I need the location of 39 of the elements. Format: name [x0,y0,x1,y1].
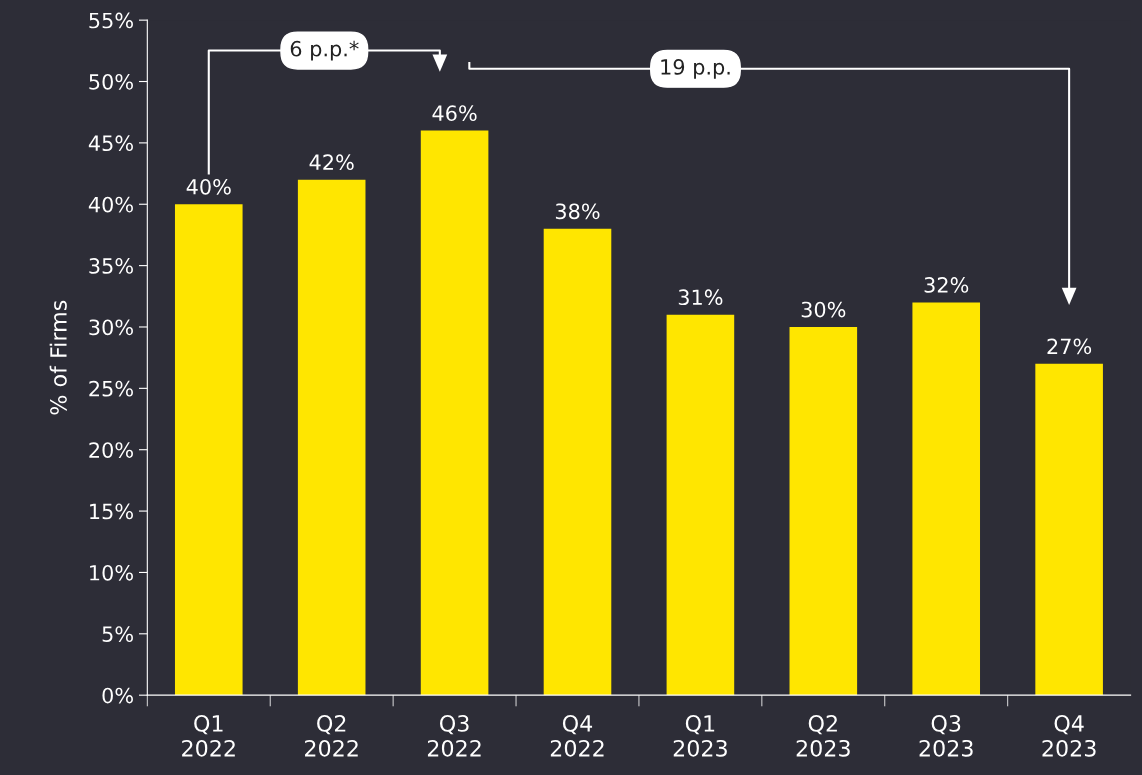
data-label: 40% [186,178,231,195]
y-tick-label: 20% [89,442,133,458]
y-tick-label: 35% [89,258,133,274]
bar [174,204,243,696]
x-tick-label: Q2 2022 [305,715,358,757]
y-tick-label: 25% [89,380,133,397]
y-tick-label: 30% [89,319,133,336]
x-tick-label: Q3 2022 [427,715,481,757]
y-axis-title: % of Firms [49,300,67,415]
bar [420,130,489,696]
x-tick-label: Q3 2023 [919,715,973,757]
bar [912,302,981,696]
data-label: 46% [432,105,477,122]
y-tick-label: 5% [102,626,133,643]
bar [789,326,858,696]
data-label: 38% [555,203,600,220]
x-tick-label: Q1 2023 [673,715,727,757]
y-tick-label: 50% [89,73,133,90]
x-tick-label: Q4 2023 [1042,715,1096,757]
data-label: 27% [1047,338,1092,355]
y-tick-label: 40% [88,196,133,213]
x-tick-label: Q2 2023 [796,715,850,757]
bar [543,228,612,696]
bar [297,179,366,696]
y-tick-label: 10% [90,564,133,581]
data-label: 42% [309,154,354,171]
x-tick-label: Q4 2022 [550,715,604,757]
data-label: 30% [801,301,846,318]
annotation: 19 p.p. [661,59,730,79]
annotation: 6 p.p.* [290,40,359,61]
y-tick-label: 45% [88,135,133,152]
data-label: 31% [678,289,723,306]
y-tick-label: 15% [90,503,133,520]
bar [666,314,735,696]
x-tick-label: Q1 2022 [182,715,235,757]
bar [1035,363,1103,696]
data-label: 32% [924,277,969,293]
y-tick-label: 0% [102,687,133,704]
y-tick-label: 55% [89,12,133,29]
